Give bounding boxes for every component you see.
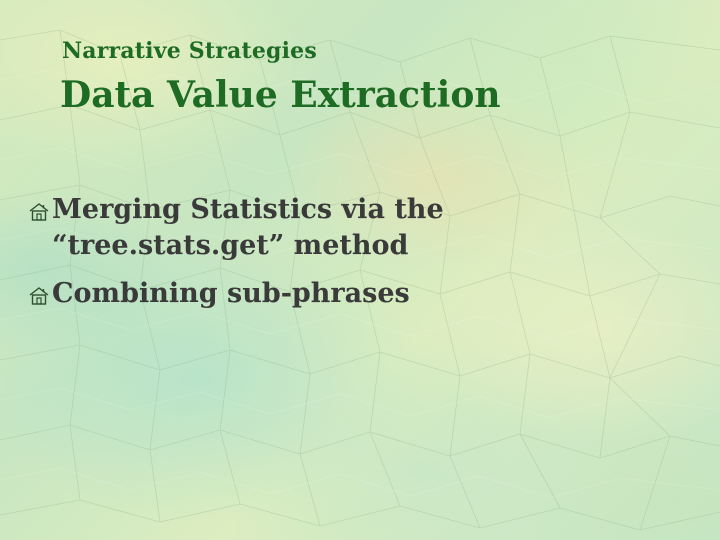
- bullet-list: Merging Statistics via the “tree.stats.g…: [28, 192, 628, 312]
- bullet-text: Combining sub-phrases: [52, 278, 410, 309]
- bullet-item: Combining sub-phrases: [28, 276, 628, 312]
- bullet-item: Merging Statistics via the “tree.stats.g…: [28, 192, 628, 264]
- bullet-text: Merging Statistics via the “tree.stats.g…: [52, 194, 444, 261]
- house-icon: [29, 203, 49, 221]
- slide-subtitle: Narrative Strategies: [62, 38, 317, 64]
- house-icon: [29, 287, 49, 305]
- slide-title: Data Value Extraction: [60, 74, 501, 116]
